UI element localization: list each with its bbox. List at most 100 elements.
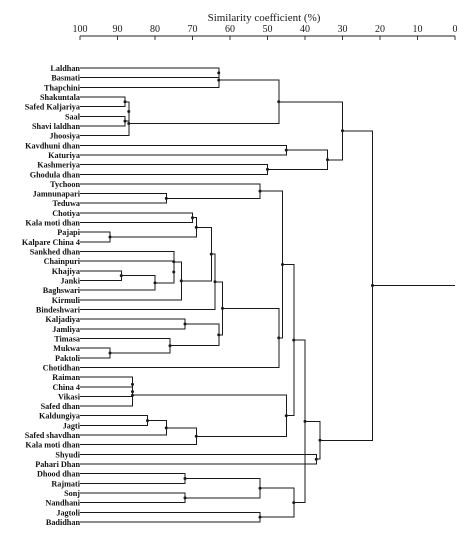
leaf-label: Kala moti dhan — [25, 441, 80, 450]
merge-branch — [132, 394, 287, 437]
leaf-label: Paktoli — [55, 354, 81, 363]
merge-branch — [80, 384, 133, 407]
dendrogram-merge — [80, 193, 168, 204]
x-axis-tick-label: 80 — [150, 24, 160, 35]
dendrogram-merge — [80, 212, 194, 224]
x-axis-tick-label: 20 — [375, 24, 385, 35]
dendrogram-merge — [110, 217, 198, 238]
dendrogram-merge — [80, 453, 318, 465]
leaf-label: Nandhani — [45, 499, 80, 508]
dendrogram-branches — [80, 67, 455, 523]
leaf-label: Mukwa — [53, 344, 80, 353]
merge-branch — [170, 323, 220, 347]
dendrogram-merge — [278, 101, 344, 161]
merge-branch — [80, 270, 122, 282]
leaf-label: Janki — [60, 277, 80, 286]
leaf-label: Dhood dhan — [37, 470, 80, 479]
dendrogram-merge — [125, 101, 131, 122]
leaf-label: Rajmati — [51, 479, 80, 488]
leaf-label: Laldhan — [50, 64, 80, 73]
dendrogram-merge — [80, 260, 176, 284]
merge-branch — [80, 511, 261, 523]
merge-branch — [320, 130, 373, 441]
leaf-label: Raiman — [52, 373, 80, 382]
dendrogram-merge — [80, 270, 123, 282]
merge-branch — [80, 337, 171, 354]
merge-branch — [80, 115, 126, 127]
leaf-label: Pajapi — [57, 228, 80, 237]
merge-branch — [305, 420, 321, 460]
merge-branch — [80, 67, 220, 79]
merge-branch — [80, 427, 197, 446]
merge-branch — [80, 253, 216, 310]
x-axis-tick-label: 30 — [338, 24, 348, 35]
x-axis-tick-label: 40 — [300, 24, 310, 35]
leaf-label: Safed shavdhan — [25, 431, 81, 440]
dendrogram-merge — [181, 226, 213, 282]
leaf-label: Jhoosiya — [50, 132, 80, 141]
dendrogram-merge — [320, 130, 374, 441]
leaf-label: Kashmeriya — [37, 161, 80, 170]
merge-branch — [80, 96, 126, 108]
dendrogram-merge — [80, 420, 168, 436]
merge-branch — [80, 111, 130, 137]
dendrogram-merge — [80, 183, 262, 199]
dendrogram-merge — [267, 149, 329, 170]
merge-branch — [80, 415, 148, 426]
dendrogram-merge — [80, 427, 198, 446]
dendrogram-merge — [80, 144, 288, 156]
leaf-label: Katuriya — [48, 151, 80, 160]
dendrogram-merge — [80, 347, 112, 359]
dendrogram-merge — [80, 67, 221, 79]
dendrogram-merge — [293, 339, 307, 504]
leaf-label: Jamliya — [52, 325, 80, 334]
leaf-label: Shavi laldhan — [32, 122, 80, 131]
dendrogram-merge — [80, 511, 262, 523]
merge-branch — [278, 101, 343, 161]
leaf-label: Basmati — [51, 74, 80, 83]
x-axis-tick-label: 90 — [113, 24, 123, 35]
merge-branch — [80, 275, 156, 291]
leaf-label: Ghodula dhan — [30, 170, 81, 179]
merge-branch — [80, 193, 167, 204]
merge-branch — [110, 217, 197, 238]
merge-branch — [80, 307, 280, 368]
leaf-label: Safed Kaljariya — [25, 103, 80, 112]
dendrogram-merge — [80, 415, 149, 426]
merge-branch — [80, 376, 133, 392]
merge-branch — [80, 231, 111, 243]
leaf-label: Timasa — [54, 334, 80, 343]
dendrogram-merge — [80, 318, 187, 330]
x-axis-tick-label: 10 — [413, 24, 423, 35]
merge-branch — [293, 339, 306, 504]
leaf-label: Kaldungiya — [39, 412, 80, 421]
dendrogram-merge — [185, 478, 262, 499]
dendrogram-merge — [80, 492, 187, 504]
merge-branch — [80, 72, 220, 88]
x-axis: 100 90 80 70 60 50 40 30 20 10 0 — [73, 24, 458, 40]
leaf-label: Jagtoli — [56, 508, 80, 517]
leaf-label: Saal — [65, 112, 81, 121]
dendrogram-merge — [80, 307, 281, 368]
merge-branch — [80, 164, 268, 175]
dendrogram-merge — [80, 386, 134, 397]
leaf-label: Kirmuli — [52, 296, 81, 305]
merge-branch — [80, 260, 175, 284]
merge-branch — [185, 478, 261, 499]
leaf-label: Baghswari — [43, 286, 81, 295]
x-axis-tick-label: 0 — [453, 24, 458, 35]
dendrogram-merge — [132, 394, 288, 437]
x-axis-tick-label: 100 — [73, 24, 88, 35]
dendrogram-merge — [80, 72, 221, 88]
merge-branch — [80, 347, 111, 359]
leaf-label: Pahari Dhan — [35, 460, 80, 469]
leaf-label: Chotidhan — [43, 363, 81, 372]
merge-branch — [267, 149, 328, 170]
leaf-label: Sankhed dhan — [30, 248, 81, 257]
merge-branch — [80, 453, 317, 465]
leaf-label: Thapchini — [44, 83, 81, 92]
dendrogram-merge — [260, 190, 284, 339]
dendrogram-merge — [80, 253, 217, 310]
dendrogram-merge — [80, 275, 157, 291]
